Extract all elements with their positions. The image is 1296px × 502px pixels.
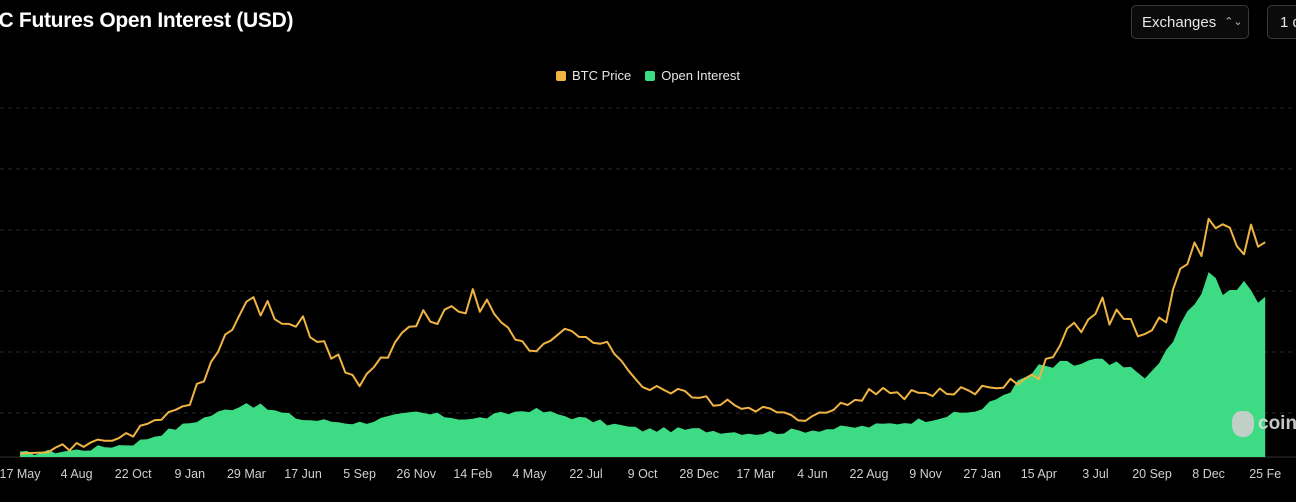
legend-item-open-interest[interactable]: Open Interest xyxy=(645,68,740,83)
x-tick-label: 4 May xyxy=(512,467,547,481)
x-tick-label: 15 Apr xyxy=(1021,467,1057,481)
interval-label: 1 d xyxy=(1280,13,1296,31)
x-tick-label: 22 Aug xyxy=(850,467,889,481)
x-tick-label: 4 Jun xyxy=(797,467,828,481)
x-tick-label: 17 Mar xyxy=(736,467,775,481)
exchanges-label: Exchanges xyxy=(1142,13,1217,31)
chevron-up-down-icon: ⌃⌄ xyxy=(1224,15,1243,28)
interval-select[interactable]: 1 d xyxy=(1267,5,1296,39)
exchanges-select[interactable]: Exchanges ⌃⌄ xyxy=(1131,5,1249,39)
legend-label-price: BTC Price xyxy=(571,68,632,83)
x-axis-ticks: 17 May 4 Aug 22 Oct 9 Jan 29 Mar 17 Jun 5 Sep 2… xyxy=(0,467,1281,481)
x-tick-label: 8 Dec xyxy=(1192,467,1225,481)
x-tick-label: 4 Aug xyxy=(61,467,93,481)
watermark: coin xyxy=(1232,411,1296,437)
x-tick-label: 5 Sep xyxy=(343,467,376,481)
x-tick-label: 20 Sep xyxy=(1132,467,1172,481)
x-tick-label: 29 Mar xyxy=(227,467,266,481)
x-tick-label: 9 Oct xyxy=(628,467,658,481)
x-tick-label: 14 Feb xyxy=(453,467,492,481)
legend-label-open-interest: Open Interest xyxy=(661,68,740,83)
legend-swatch-open-interest xyxy=(645,70,656,81)
chart-legend: BTC Price Open Interest xyxy=(0,68,1296,83)
x-tick-label: 28 Dec xyxy=(679,467,719,481)
series-areas xyxy=(20,272,1266,457)
x-tick-label: 22 Oct xyxy=(115,467,152,481)
x-tick-label: 3 Jul xyxy=(1082,467,1108,481)
x-tick-label: 17 May xyxy=(0,467,41,481)
legend-swatch-price xyxy=(555,70,566,81)
watermark-text: coin xyxy=(1258,413,1296,434)
x-tick-label: 27 Jan xyxy=(963,467,1001,481)
btc-price-line xyxy=(19,217,1266,455)
coinglass-logo-icon xyxy=(1232,411,1254,437)
series-lines xyxy=(19,217,1266,455)
legend-item-price[interactable]: BTC Price xyxy=(555,68,632,83)
x-tick-label: 17 Jun xyxy=(284,467,322,481)
chart-title: TC Futures Open Interest (USD) xyxy=(0,9,294,32)
x-tick-label: 9 Nov xyxy=(909,467,942,481)
x-tick-label: 25 Fe xyxy=(1249,467,1281,481)
x-tick-label: 22 Jul xyxy=(569,467,602,481)
x-tick-label: 9 Jan xyxy=(175,467,206,481)
open-interest-area xyxy=(20,272,1266,457)
x-tick-label: 26 Nov xyxy=(396,467,436,481)
